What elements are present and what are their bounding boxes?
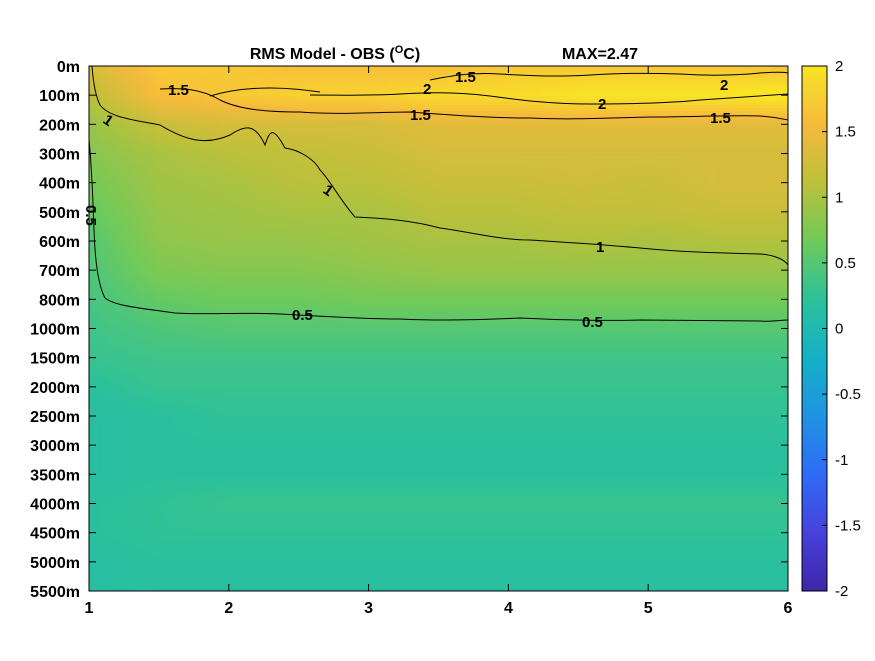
max-label: MAX=2.47 [562,46,638,63]
heatmap-field [89,66,790,592]
contour-chart-svg: RMS Model - OBS (OC) MAX=2.47 1.5 1.5 1.… [0,0,875,656]
chart: RMS Model - OBS (OC) MAX=2.47 1.5 1.5 1.… [0,0,875,656]
chart-title: RMS Model - OBS (OC) [250,44,420,63]
